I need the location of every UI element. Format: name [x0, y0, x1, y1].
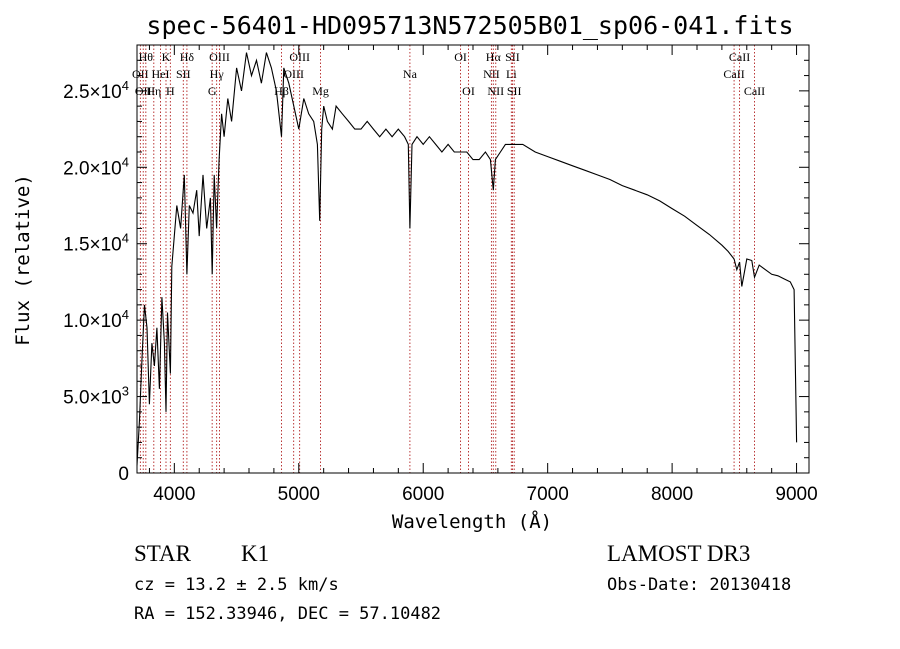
- survey-name: LAMOST DR3: [607, 541, 750, 566]
- y-tick-exponent: 4: [122, 78, 129, 93]
- line-label: OII: [132, 67, 149, 81]
- y-tick-mantissa: 1.5×10: [63, 235, 122, 256]
- line-label: OI: [462, 84, 475, 98]
- y-axis-label: Flux (relative): [12, 174, 34, 346]
- line-label: H: [166, 84, 175, 98]
- line-label: K: [162, 50, 171, 64]
- obs-date-text: Obs-Date: 20130418: [607, 575, 791, 595]
- y-tick-label: 1.5×104: [63, 231, 129, 256]
- line-label: Hβ: [274, 84, 289, 98]
- line-label: SII: [507, 84, 522, 98]
- line-label: OI: [454, 50, 467, 64]
- line-label: Mg: [312, 84, 329, 98]
- spectrum-line: [136, 52, 798, 466]
- line-label: SII: [176, 67, 191, 81]
- plot-frame: [136, 44, 810, 474]
- line-label: OIII: [209, 50, 230, 64]
- y-tick-label: 0: [118, 464, 129, 485]
- x-axis-label: Wavelength (Å): [392, 510, 552, 533]
- line-label: Hα: [486, 50, 502, 64]
- y-tick-mantissa: 1.0×10: [63, 311, 122, 332]
- line-label: Li: [506, 67, 517, 81]
- y-tick-label: 1.0×104: [63, 307, 129, 332]
- x-tick-label: 6000: [402, 484, 444, 505]
- line-label: HeI: [152, 67, 170, 81]
- object-subclass: K1: [241, 541, 269, 566]
- line-label: CaII: [744, 84, 765, 98]
- y-tick-exponent: 4: [122, 307, 129, 322]
- y-tick-exponent: 3: [122, 384, 129, 399]
- redshift-text: cz = 13.2 ± 2.5 km/s: [134, 575, 339, 595]
- line-label: CaII: [723, 67, 744, 81]
- y-tick-label: 2.0×104: [63, 154, 129, 179]
- line-label: G: [208, 84, 217, 98]
- x-tick-label: 5000: [278, 484, 320, 505]
- y-tick-mantissa: 2.5×10: [63, 82, 122, 103]
- y-tick-mantissa: 0: [118, 464, 129, 485]
- line-label: NII: [487, 84, 504, 98]
- y-tick-exponent: 4: [122, 231, 129, 246]
- y-tick-exponent: 4: [122, 154, 129, 169]
- y-tick-label: 5.0×103: [63, 384, 129, 409]
- y-tick-mantissa: 2.0×10: [63, 158, 122, 179]
- line-label: SII: [505, 50, 520, 64]
- x-tick-label: 9000: [775, 484, 817, 505]
- line-label: OIII: [289, 50, 310, 64]
- x-axis: 4000 5000 6000 7000 8000 9000: [148, 45, 818, 505]
- line-label: Hη: [146, 84, 161, 98]
- x-tick-label: 7000: [527, 484, 569, 505]
- object-class: STAR: [134, 541, 192, 566]
- chart-title: spec-56401-HD095713N572505B01_sp06-041.f…: [146, 11, 793, 40]
- line-label: Na: [403, 67, 418, 81]
- y-tick-mantissa: 5.0×10: [63, 388, 122, 409]
- x-tick-label: 4000: [153, 484, 195, 505]
- line-label: Hθ: [139, 50, 154, 64]
- spectral-lines-layer: OIIOIIHθHηHeIKHSIIHδGHγOIIIHβOIIIOIIIMgN…: [132, 45, 765, 473]
- line-label: CaII: [729, 50, 750, 64]
- x-tick-label: 8000: [651, 484, 693, 505]
- y-tick-label: 2.5×104: [63, 78, 129, 103]
- line-label: Hγ: [210, 67, 225, 81]
- plot-area: OIIOIIHθHηHeIKHSIIHδGHγOIIIHβOIIIOIIIMgN…: [63, 44, 818, 505]
- line-label: Hδ: [180, 50, 195, 64]
- info-panel: STAR K1 LAMOST DR3 cz = 13.2 ± 2.5 km/s …: [134, 541, 791, 624]
- line-label: OIII: [283, 67, 304, 81]
- line-label: NII: [483, 67, 500, 81]
- coordinates-text: RA = 152.33946, DEC = 57.10482: [134, 604, 441, 624]
